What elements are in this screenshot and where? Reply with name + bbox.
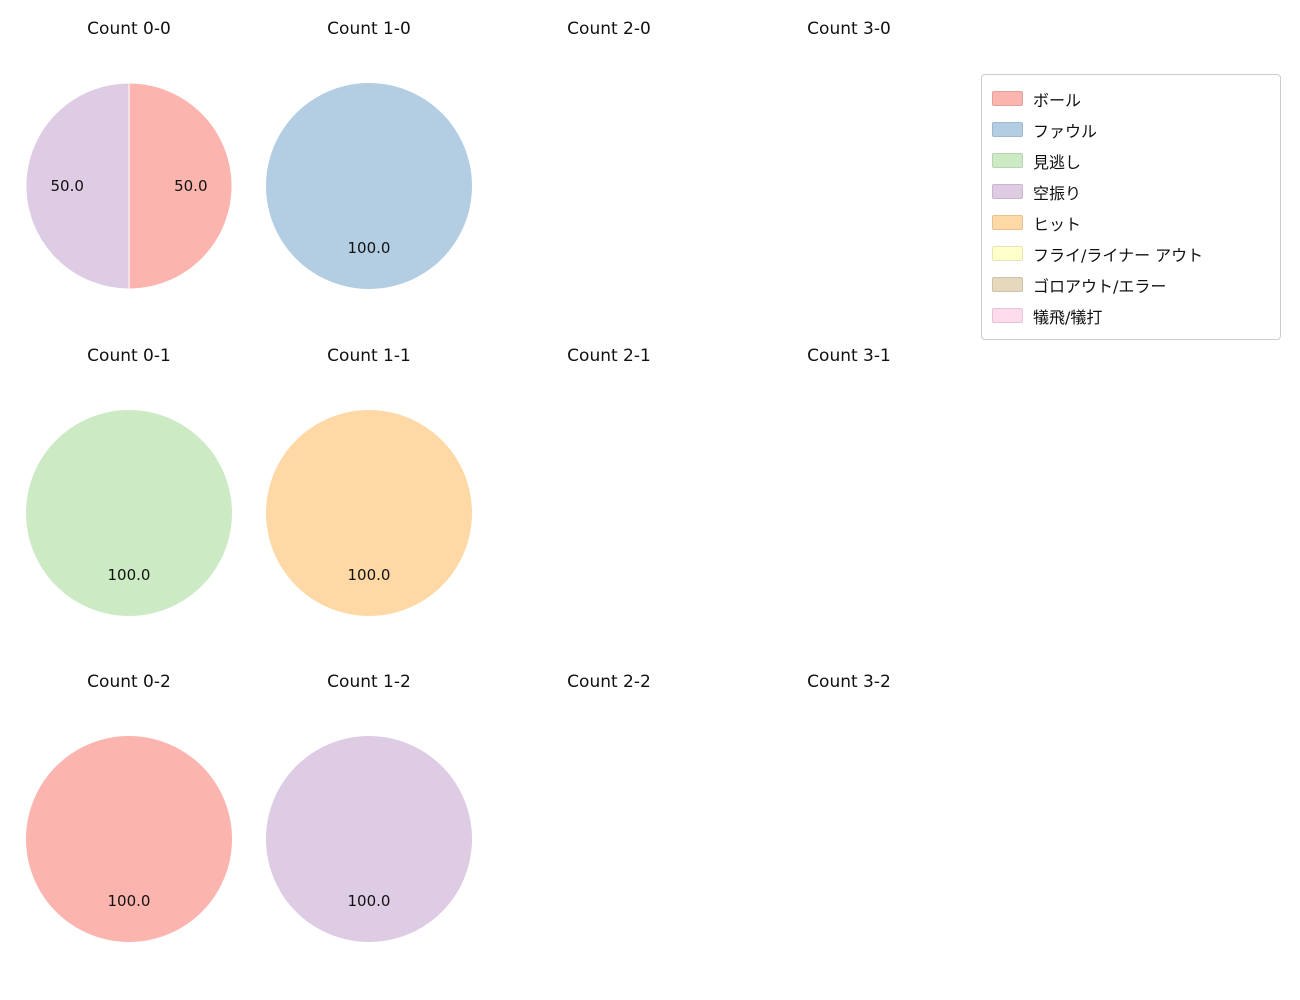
legend-label: ゴロアウト/エラー xyxy=(1033,276,1167,296)
legend-item: フライ/ライナー アウト xyxy=(992,238,1270,269)
pie-slice-value-label: 50.0 xyxy=(174,177,207,195)
legend-swatch xyxy=(992,308,1023,323)
pie-chart: 100.0 xyxy=(266,83,472,289)
pie-title: Count 2-1 xyxy=(567,346,651,366)
legend-swatch xyxy=(992,122,1023,137)
legend-label: 見逃し xyxy=(1033,152,1082,172)
pie-chart: 100.0 xyxy=(266,736,472,942)
legend-label: 空振り xyxy=(1033,183,1082,203)
pie-slice xyxy=(266,736,472,942)
pie-slice xyxy=(266,83,472,289)
pie-title: Count 1-2 xyxy=(327,672,411,692)
legend-label: ファウル xyxy=(1033,121,1098,141)
legend-label: ヒット xyxy=(1033,214,1082,234)
pie-slice-value-label: 100.0 xyxy=(348,239,391,257)
pie-slice-value-label: 100.0 xyxy=(348,892,391,910)
pie-chart: 100.0 xyxy=(26,410,232,616)
pie-title: Count 2-2 xyxy=(567,672,651,692)
pie-chart: 100.0 xyxy=(266,410,472,616)
legend-item: ゴロアウト/エラー xyxy=(992,269,1270,300)
pie-slice xyxy=(266,410,472,616)
legend-swatch xyxy=(992,277,1023,292)
legend-item: ファウル xyxy=(992,114,1270,145)
legend-label: 犠飛/犠打 xyxy=(1033,307,1103,327)
pie-title: Count 3-1 xyxy=(807,346,891,366)
legend-swatch xyxy=(992,91,1023,106)
pie-slice xyxy=(25,82,130,290)
pie-slice-value-label: 100.0 xyxy=(108,566,151,584)
pie-slice-value-label: 100.0 xyxy=(348,566,391,584)
pie-title: Count 3-2 xyxy=(807,672,891,692)
legend-item: 見逃し xyxy=(992,145,1270,176)
pie-title: Count 1-0 xyxy=(327,19,411,39)
pie-title: Count 0-1 xyxy=(87,346,171,366)
legend-label: ボール xyxy=(1033,90,1082,110)
pie-slice-value-label: 100.0 xyxy=(108,892,151,910)
legend-swatch xyxy=(992,184,1023,199)
legend-label: フライ/ライナー アウト xyxy=(1033,245,1204,265)
pie-slice-value-label: 50.0 xyxy=(50,177,83,195)
pie-slice xyxy=(26,410,232,616)
pie-title: Count 1-1 xyxy=(327,346,411,366)
pie-chart: 50.0 50.0 xyxy=(25,82,233,290)
legend-item: 空振り xyxy=(992,176,1270,207)
legend-swatch xyxy=(992,153,1023,168)
pie-title: Count 2-0 xyxy=(567,19,651,39)
legend-swatch xyxy=(992,246,1023,261)
legend: ボールファウル見逃し空振りヒットフライ/ライナー アウト ゴロアウト/エラー 犠飛/… xyxy=(981,74,1281,340)
pie-chart: 100.0 xyxy=(26,736,232,942)
pie-slice xyxy=(128,82,233,290)
pie-title: Count 3-0 xyxy=(807,19,891,39)
legend-item: 犠飛/犠打 xyxy=(992,300,1270,331)
pie-title: Count 0-2 xyxy=(87,672,171,692)
legend-swatch xyxy=(992,215,1023,230)
legend-item: ボール xyxy=(992,83,1270,114)
pie-title: Count 0-0 xyxy=(87,19,171,39)
pie-slice xyxy=(26,736,232,942)
legend-item: ヒット xyxy=(992,207,1270,238)
